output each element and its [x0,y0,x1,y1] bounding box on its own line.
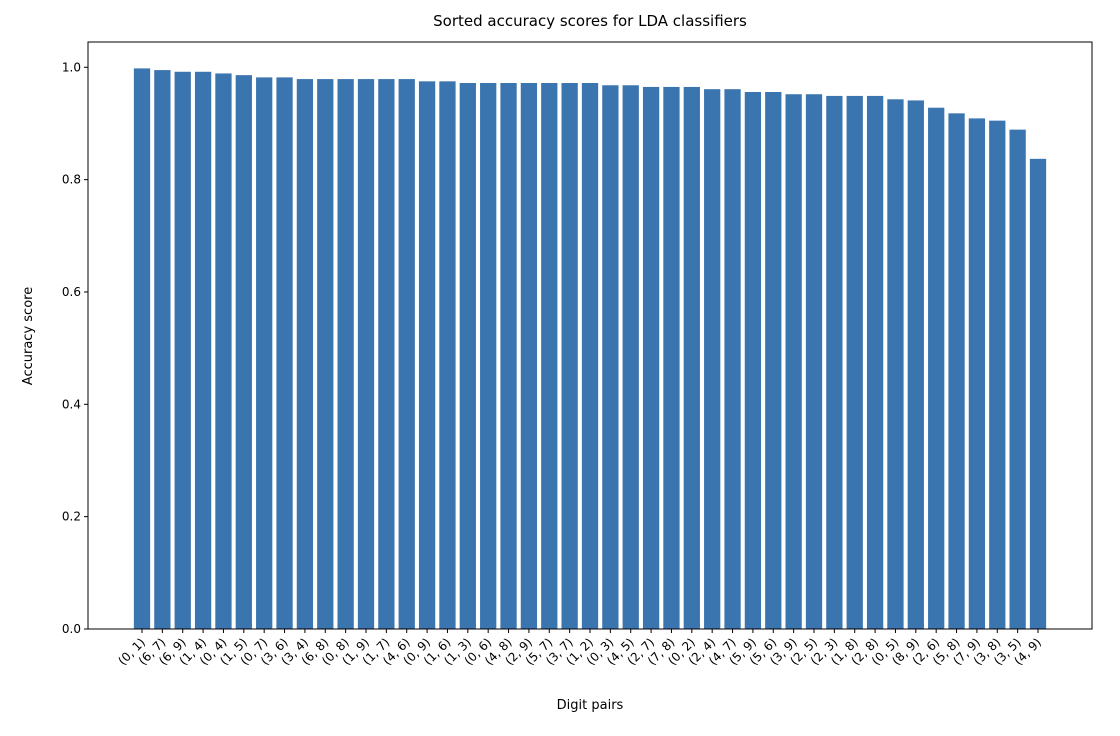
bar [765,91,782,630]
bar [805,94,823,630]
bar [174,71,191,629]
bar [500,83,517,630]
y-axis-label: Accuracy score [21,287,36,385]
bar [744,91,762,630]
bar [866,95,884,630]
bar [968,118,986,629]
bar [235,75,252,630]
y-tick-label: 0.8 [62,173,81,187]
y-tick-label: 0.0 [62,622,81,636]
bar [337,79,354,630]
bar [398,79,415,630]
y-tick-label: 0.6 [62,285,81,299]
y-tick-label: 1.0 [62,60,81,74]
bar [194,71,212,629]
bar [948,113,965,630]
bar [826,95,843,630]
bar [704,89,721,629]
y-tick-label: 0.2 [62,510,81,524]
bar [276,77,293,629]
chart-title: Sorted accuracy scores for LDA classifie… [433,12,747,30]
bar [561,83,578,630]
bar [1029,158,1047,630]
bar [928,107,945,629]
bar [887,99,904,629]
bar [418,81,436,630]
bar [357,79,375,630]
bar [663,86,680,629]
bar [520,83,538,630]
bar [133,68,151,630]
bar [602,85,619,630]
bar [785,94,802,630]
bar [581,83,599,630]
bar [154,70,171,629]
bar [622,85,639,630]
plot-frame [87,41,1093,630]
bar [1009,129,1026,629]
x-axis-label: Digit pairs [557,698,624,713]
bar [480,83,497,630]
bar [256,77,273,629]
bar [907,100,924,630]
bar [459,83,476,630]
bar [642,86,660,629]
bar [215,73,232,629]
y-tick-label: 0.4 [62,397,81,411]
bar [439,81,456,630]
bar [317,79,334,630]
bar [683,86,700,629]
bar [541,83,558,630]
bar [296,79,314,630]
bar [724,89,741,629]
bar [989,120,1006,630]
bar [378,79,395,630]
bar [846,95,863,630]
